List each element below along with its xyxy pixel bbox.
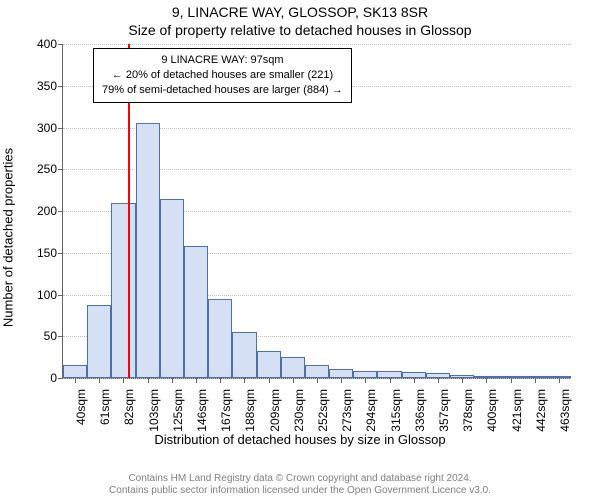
x-tick-mark <box>462 378 463 383</box>
histogram-bar <box>353 371 377 378</box>
histogram-bar <box>305 365 329 378</box>
x-tick-mark <box>148 378 149 383</box>
x-tick-label: 273sqm <box>340 389 354 432</box>
copyright-line-2: Contains public sector information licen… <box>109 485 491 496</box>
annotation-line-1: 9 LINACRE WAY: 97sqm <box>102 53 343 68</box>
x-tick-label: 40sqm <box>74 389 88 425</box>
x-tick-label: 146sqm <box>195 389 209 432</box>
histogram-plot: 05010015020025030035040040sqm61sqm82sqm1… <box>62 44 571 379</box>
y-tick-label: 50 <box>44 329 57 343</box>
x-tick-label: 61sqm <box>98 389 112 425</box>
x-tick-mark <box>293 378 294 383</box>
x-tick-label: 400sqm <box>485 389 499 432</box>
y-tick-label: 100 <box>37 288 57 302</box>
y-tick-mark <box>58 169 63 170</box>
x-tick-mark <box>414 378 415 383</box>
y-tick-label: 350 <box>37 79 57 93</box>
x-tick-mark <box>390 378 391 383</box>
chart-title-main: 9, LINACRE WAY, GLOSSOP, SK13 8SR <box>0 4 600 20</box>
x-tick-mark <box>559 378 560 383</box>
x-tick-label: 315sqm <box>389 389 403 432</box>
y-tick-label: 300 <box>37 121 57 135</box>
x-tick-label: 103sqm <box>147 389 161 432</box>
y-tick-label: 0 <box>50 371 57 385</box>
x-tick-label: 357sqm <box>437 389 451 432</box>
x-tick-label: 421sqm <box>510 389 524 432</box>
y-tick-mark <box>58 336 63 337</box>
y-tick-mark <box>58 86 63 87</box>
x-tick-label: 167sqm <box>219 389 233 432</box>
x-tick-label: 378sqm <box>461 389 475 432</box>
x-tick-mark <box>196 378 197 383</box>
histogram-bar <box>232 332 256 378</box>
x-tick-label: 209sqm <box>268 389 282 432</box>
gridline <box>63 44 571 45</box>
x-tick-mark <box>172 378 173 383</box>
x-tick-label: 252sqm <box>316 389 330 432</box>
histogram-bar <box>329 369 353 378</box>
x-tick-label: 125sqm <box>171 389 185 432</box>
y-tick-mark <box>58 378 63 379</box>
annotation-line-3: 79% of semi-detached houses are larger (… <box>102 83 343 98</box>
histogram-bar <box>87 305 111 378</box>
x-tick-label: 336sqm <box>413 389 427 432</box>
copyright-notice: Contains HM Land Registry data © Crown c… <box>0 473 600 497</box>
x-tick-label: 463sqm <box>558 389 572 432</box>
x-tick-mark <box>486 378 487 383</box>
y-tick-mark <box>58 253 63 254</box>
x-tick-mark <box>220 378 221 383</box>
y-tick-mark <box>58 44 63 45</box>
x-axis-label: Distribution of detached houses by size … <box>0 432 600 447</box>
y-tick-label: 250 <box>37 162 57 176</box>
histogram-bar <box>281 357 305 378</box>
histogram-bar <box>63 365 87 378</box>
x-tick-mark <box>365 378 366 383</box>
y-tick-label: 150 <box>37 246 57 260</box>
x-tick-label: 442sqm <box>534 389 548 432</box>
copyright-line-1: Contains HM Land Registry data © Crown c… <box>128 473 471 484</box>
x-tick-mark <box>341 378 342 383</box>
annotation-line-2: ← 20% of detached houses are smaller (22… <box>102 68 343 83</box>
x-tick-mark <box>269 378 270 383</box>
x-tick-mark <box>511 378 512 383</box>
y-tick-label: 200 <box>37 204 57 218</box>
histogram-bar <box>160 199 184 378</box>
x-tick-mark <box>438 378 439 383</box>
x-tick-label: 230sqm <box>292 389 306 432</box>
x-tick-label: 82sqm <box>122 389 136 425</box>
x-tick-mark <box>99 378 100 383</box>
x-tick-label: 188sqm <box>243 389 257 432</box>
x-tick-mark <box>535 378 536 383</box>
x-tick-label: 294sqm <box>364 389 378 432</box>
histogram-bar <box>111 203 135 378</box>
histogram-bar <box>257 351 281 378</box>
y-tick-mark <box>58 295 63 296</box>
y-axis-label: Number of detached properties <box>1 148 16 327</box>
x-tick-mark <box>244 378 245 383</box>
y-tick-label: 400 <box>37 37 57 51</box>
annotation-box: 9 LINACRE WAY: 97sqm ← 20% of detached h… <box>93 48 352 103</box>
x-tick-mark <box>317 378 318 383</box>
y-tick-mark <box>58 128 63 129</box>
histogram-bar <box>136 123 160 378</box>
x-tick-mark <box>75 378 76 383</box>
histogram-bar <box>208 299 232 378</box>
histogram-bar <box>377 371 401 378</box>
histogram-bar <box>184 246 208 378</box>
chart-title-sub: Size of property relative to detached ho… <box>0 22 600 38</box>
y-tick-mark <box>58 211 63 212</box>
x-tick-mark <box>123 378 124 383</box>
